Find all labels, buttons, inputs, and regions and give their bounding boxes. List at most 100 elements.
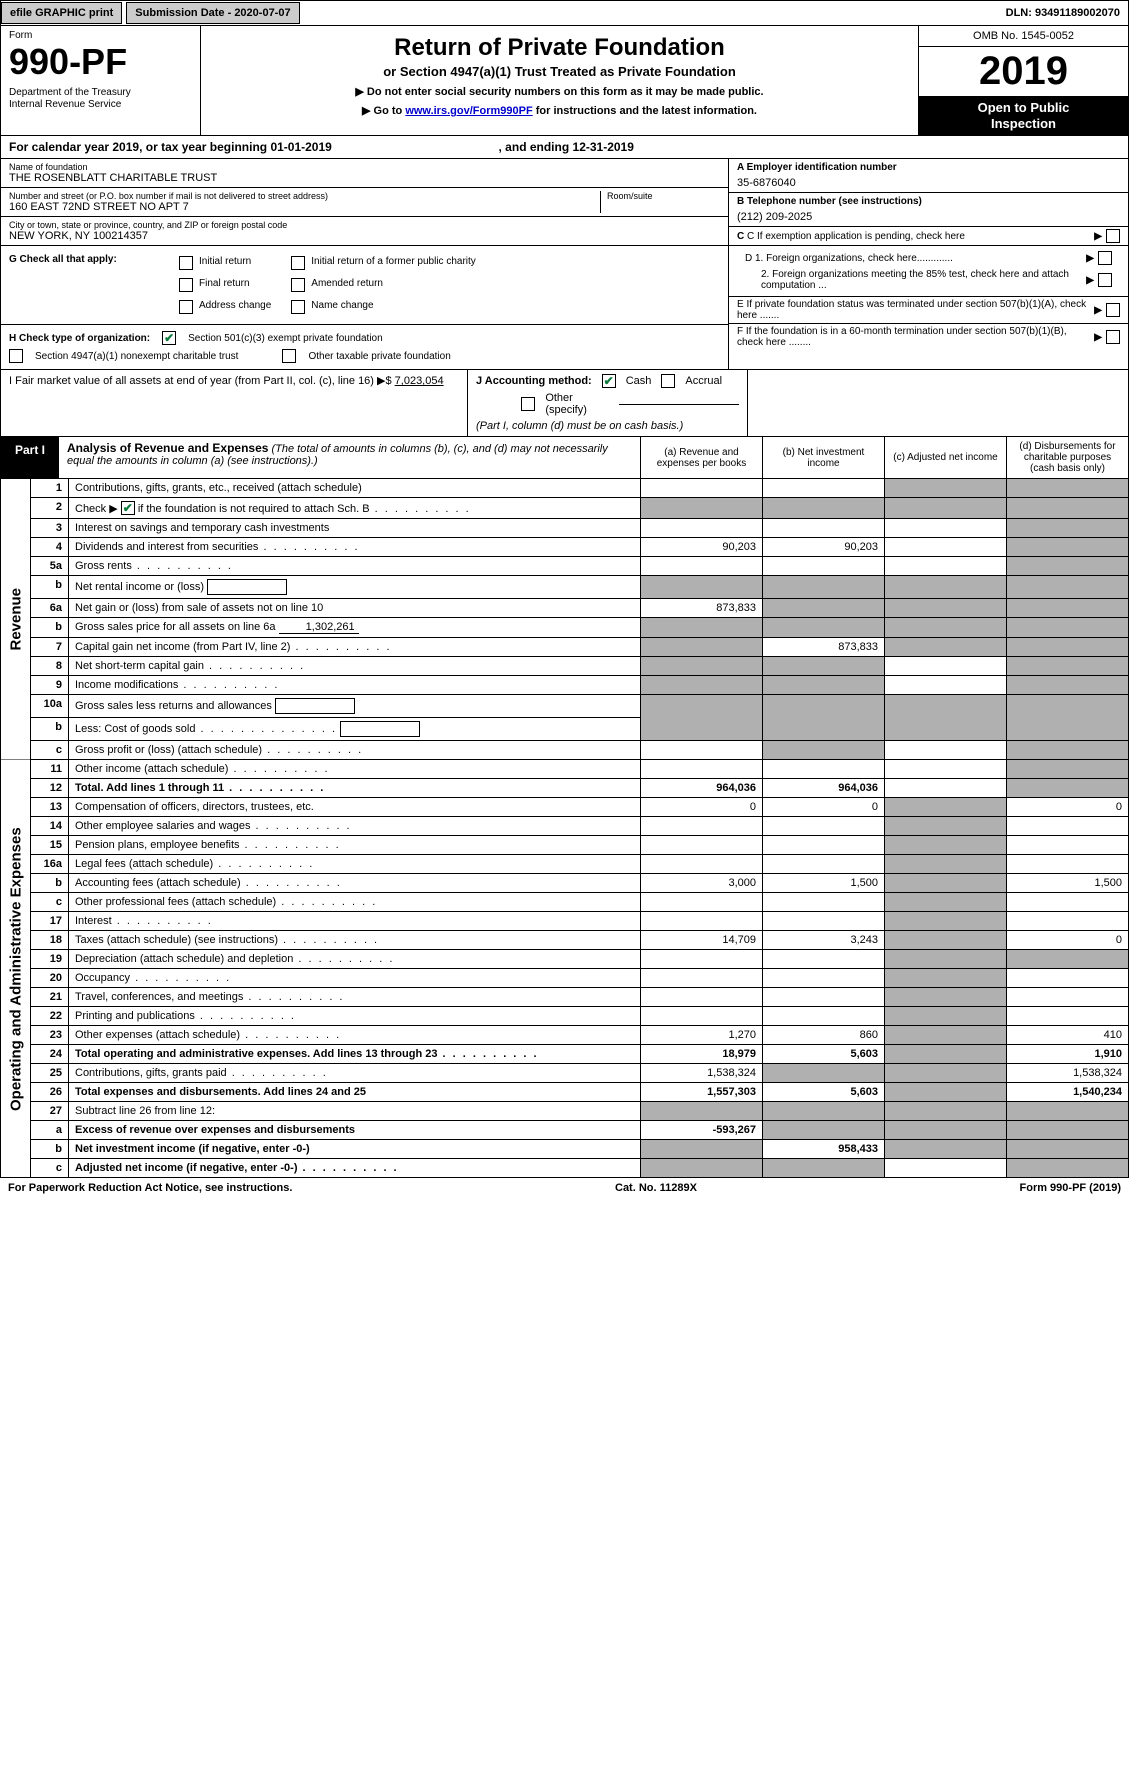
tax-year: 2019	[919, 47, 1128, 96]
table-row: bNet rental income or (loss)	[1, 576, 1129, 599]
table-row: 14Other employee salaries and wages	[1, 817, 1129, 836]
checkbox-f[interactable]	[1106, 330, 1120, 344]
table-row: 10aGross sales less returns and allowanc…	[1, 695, 1129, 718]
address-cell: Number and street (or P.O. box number if…	[1, 188, 728, 217]
form-subtitle: or Section 4947(a)(1) Trust Treated as P…	[209, 64, 910, 79]
table-row: 12Total. Add lines 1 through 11964,03696…	[1, 779, 1129, 798]
checkbox-4947[interactable]	[9, 349, 23, 363]
table-row: 26Total expenses and disbursements. Add …	[1, 1083, 1129, 1102]
table-row: 5aGross rents	[1, 557, 1129, 576]
table-row: 25Contributions, gifts, grants paid1,538…	[1, 1064, 1129, 1083]
checkbox-final-return[interactable]	[179, 278, 193, 292]
part1-table: Revenue 1Contributions, gifts, grants, e…	[0, 479, 1129, 1178]
header-right: OMB No. 1545-0052 2019 Open to Public In…	[918, 26, 1128, 135]
table-row: bNet investment income (if negative, ent…	[1, 1140, 1129, 1159]
form-number: 990-PF	[9, 41, 192, 83]
table-row: 27Subtract line 26 from line 12:	[1, 1102, 1129, 1121]
col-a-header: (a) Revenue and expenses per books	[640, 437, 762, 478]
checkbox-cash[interactable]	[602, 374, 616, 388]
checkbox-accrual[interactable]	[661, 374, 675, 388]
part1-header: Part I Analysis of Revenue and Expenses …	[0, 437, 1129, 479]
fmv-value: 7,023,054	[395, 375, 444, 387]
i-section: I Fair market value of all assets at end…	[1, 370, 468, 436]
column-headers: (a) Revenue and expenses per books (b) N…	[640, 437, 1128, 478]
goto-note: ▶ Go to www.irs.gov/Form990PF for instru…	[209, 104, 910, 117]
table-row: Operating and Administrative Expenses 13…	[1, 798, 1129, 817]
checkbox-initial-return[interactable]	[179, 256, 193, 270]
table-row: 19Depreciation (attach schedule) and dep…	[1, 950, 1129, 969]
ein-cell: A Employer identification number 35-6876…	[729, 159, 1128, 193]
g-section: G Check all that apply: Initial return F…	[1, 246, 728, 325]
table-row: 24Total operating and administrative exp…	[1, 1045, 1129, 1064]
checkbox-other-taxable[interactable]	[282, 349, 296, 363]
checkbox-initial-former[interactable]	[291, 256, 305, 270]
table-row: 21Travel, conferences, and meetings	[1, 988, 1129, 1007]
g-opt-label: Initial return	[199, 256, 251, 267]
table-row: cOther professional fees (attach schedul…	[1, 893, 1129, 912]
checkbox-e[interactable]	[1106, 303, 1120, 317]
i-j-row: I Fair market value of all assets at end…	[0, 370, 1129, 437]
j-section: J Accounting method: Cash Accrual Other …	[468, 370, 748, 436]
table-row: 20Occupancy	[1, 969, 1129, 988]
footer-mid: Cat. No. 11289X	[615, 1182, 697, 1194]
expenses-side-label: Operating and Administrative Expenses	[1, 798, 31, 1140]
h-section: H Check type of organization: Section 50…	[1, 325, 728, 369]
f-cell: F If the foundation is in a 60-month ter…	[729, 324, 1128, 350]
part1-tab: Part I	[1, 437, 59, 478]
checkbox-name-change[interactable]	[291, 300, 305, 314]
table-row: bAccounting fees (attach schedule)3,0001…	[1, 874, 1129, 893]
checkbox-c[interactable]	[1106, 229, 1120, 243]
table-row: 3Interest on savings and temporary cash …	[1, 519, 1129, 538]
info-right: A Employer identification number 35-6876…	[728, 159, 1128, 369]
efile-print-button[interactable]: efile GRAPHIC print	[1, 2, 122, 24]
submission-date: Submission Date - 2020-07-07	[126, 2, 299, 24]
g-opt-label: Address change	[199, 300, 271, 311]
checkbox-sch-b[interactable]	[121, 501, 135, 515]
phone-cell: B Telephone number (see instructions) (2…	[729, 193, 1128, 227]
g-opt-label: Final return	[199, 278, 250, 289]
footer-right: Form 990-PF (2019)	[1020, 1182, 1121, 1194]
checkbox-other-method[interactable]	[521, 397, 535, 411]
checkbox-address-change[interactable]	[179, 300, 193, 314]
table-row: cAdjusted net income (if negative, enter…	[1, 1159, 1129, 1178]
table-row: bGross sales price for all assets on lin…	[1, 618, 1129, 638]
footer-left: For Paperwork Reduction Act Notice, see …	[8, 1182, 292, 1194]
g-opt-label: Name change	[311, 300, 373, 311]
table-row: 9Income modifications	[1, 676, 1129, 695]
e-cell: E If private foundation status was termi…	[729, 297, 1128, 324]
dln-label: DLN: 93491189002070	[1006, 7, 1128, 19]
table-row: 15Pension plans, employee benefits	[1, 836, 1129, 855]
info-left: Name of foundation THE ROSENBLATT CHARIT…	[1, 159, 728, 369]
foundation-info: Name of foundation THE ROSENBLATT CHARIT…	[0, 159, 1129, 370]
g-opt-label: Initial return of a former public charit…	[311, 256, 476, 267]
table-row: 18Taxes (attach schedule) (see instructi…	[1, 931, 1129, 950]
table-row: 7Capital gain net income (from Part IV, …	[1, 638, 1129, 657]
ssn-note: ▶ Do not enter social security numbers o…	[209, 85, 910, 98]
foundation-name-cell: Name of foundation THE ROSENBLATT CHARIT…	[1, 159, 728, 188]
irs-link[interactable]: www.irs.gov/Form990PF	[405, 105, 532, 117]
city-cell: City or town, state or province, country…	[1, 217, 728, 246]
table-row: 4Dividends and interest from securities9…	[1, 538, 1129, 557]
top-toolbar: efile GRAPHIC print Submission Date - 20…	[0, 0, 1129, 26]
calendar-year-row: For calendar year 2019, or tax year begi…	[0, 136, 1129, 159]
checkbox-d1[interactable]	[1098, 251, 1112, 265]
table-row: 11Other income (attach schedule)	[1, 760, 1129, 779]
header-left: Form 990-PF Department of the Treasury I…	[1, 26, 201, 135]
table-row: 17Interest	[1, 912, 1129, 931]
checkbox-501c3[interactable]	[162, 331, 176, 345]
table-row: 8Net short-term capital gain	[1, 657, 1129, 676]
table-row: cGross profit or (loss) (attach schedule…	[1, 741, 1129, 760]
col-b-header: (b) Net investment income	[762, 437, 884, 478]
table-row: 6aNet gain or (loss) from sale of assets…	[1, 599, 1129, 618]
table-row: Revenue 1Contributions, gifts, grants, e…	[1, 479, 1129, 498]
table-row: 23Other expenses (attach schedule)1,2708…	[1, 1026, 1129, 1045]
d-cell: D 1. Foreign organizations, check here..…	[729, 246, 1128, 297]
checkbox-d2[interactable]	[1098, 273, 1112, 287]
table-row: 2Check ▶ if the foundation is not requir…	[1, 498, 1129, 519]
form-word: Form	[9, 30, 192, 41]
form-title: Return of Private Foundation	[209, 34, 910, 62]
table-row: 16aLegal fees (attach schedule)	[1, 855, 1129, 874]
revenue-side-label: Revenue	[1, 479, 31, 760]
g-opt-label: Amended return	[311, 278, 383, 289]
checkbox-amended[interactable]	[291, 278, 305, 292]
